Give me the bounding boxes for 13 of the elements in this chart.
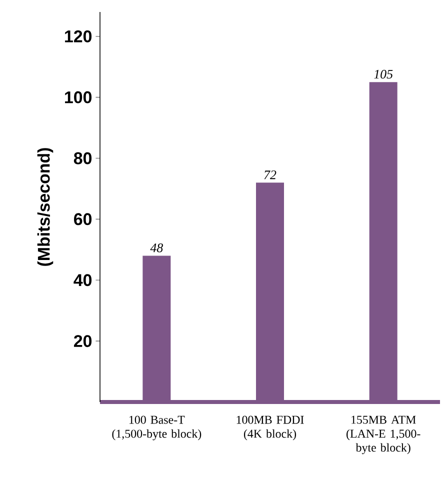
data-label: 48 xyxy=(150,243,163,252)
y-tick-label: 80 xyxy=(74,152,92,164)
x-tick-label: 155MB ATM (LAN-E 1,500-byte block) xyxy=(346,416,420,454)
data-label: 72 xyxy=(264,170,276,180)
y-tick-label: 60 xyxy=(74,213,92,226)
y-tick-label: 120 xyxy=(65,30,92,42)
x-tick-label: 100 Base-T (1,500-byte block) xyxy=(112,416,202,440)
y-tick-label: 40 xyxy=(74,274,92,286)
y-tick-label: 100 xyxy=(65,91,92,104)
y-tick-label: 20 xyxy=(74,335,92,348)
x-tick-label: 100MB FDDI (4K block) xyxy=(236,416,304,440)
data-label: 105 xyxy=(374,70,393,79)
y-axis-title: (Mbits/second) xyxy=(37,148,54,266)
